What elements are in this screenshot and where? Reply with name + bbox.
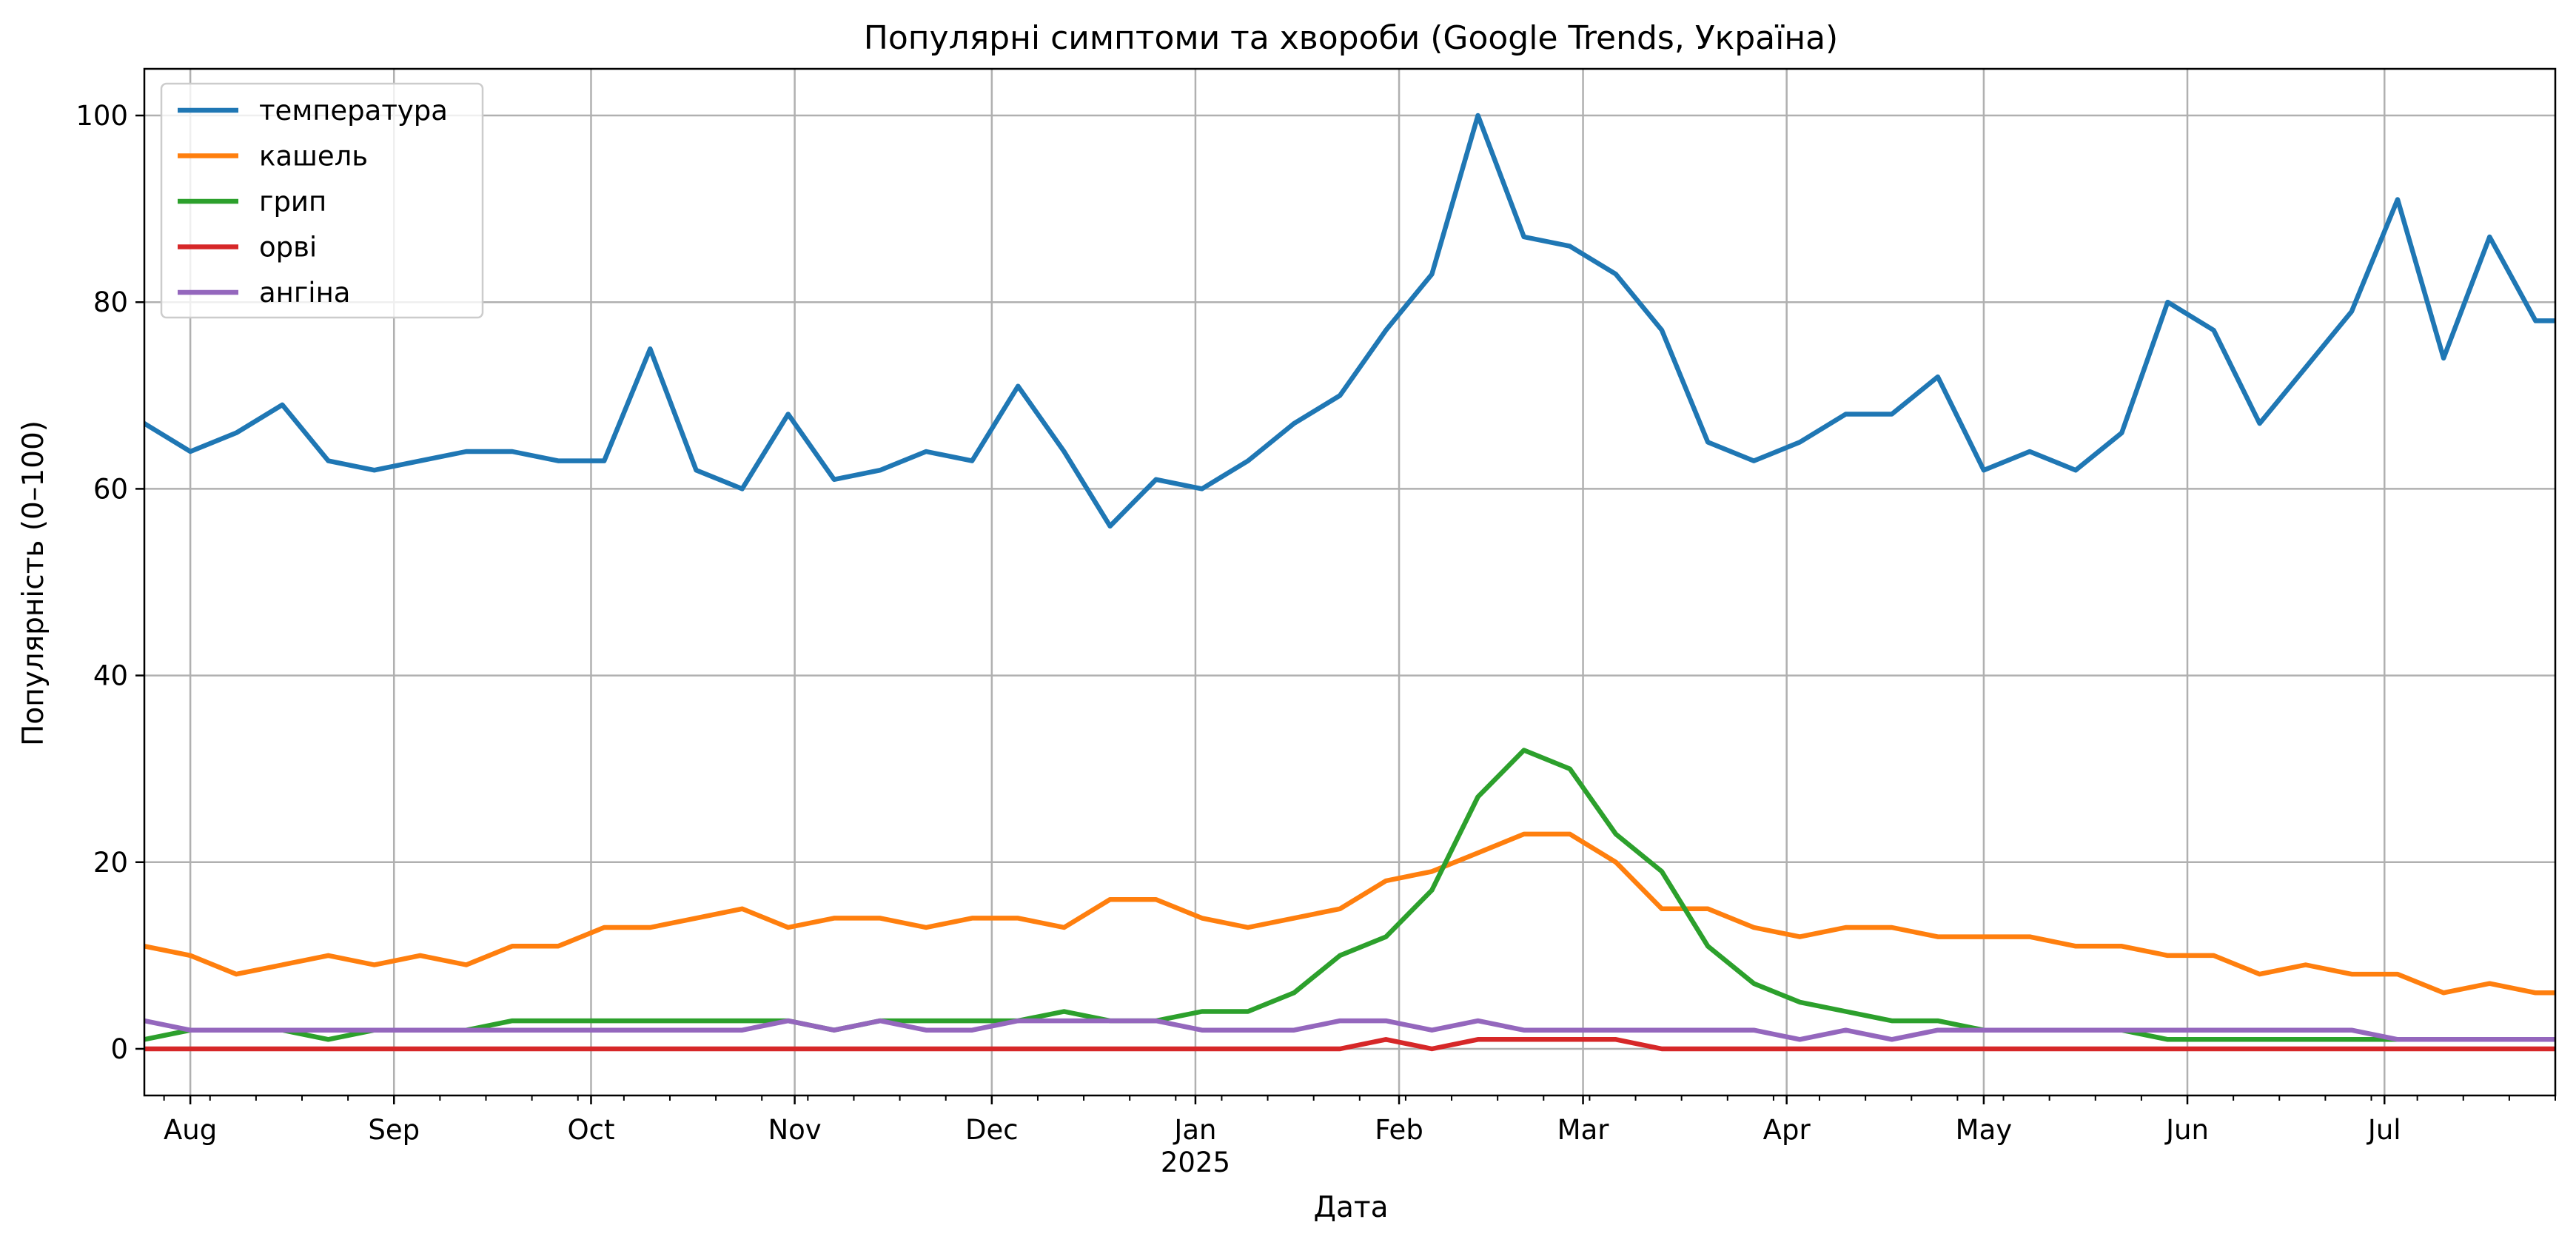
plot-area-frame bbox=[143, 67, 2557, 1097]
y-tick-label: 80 bbox=[93, 286, 128, 318]
x-tick-label: Feb bbox=[1375, 1114, 1423, 1146]
legend-label: температура bbox=[259, 95, 448, 127]
series-line-кашель bbox=[144, 831, 2555, 996]
x-tick-label: Mar bbox=[1557, 1114, 1610, 1146]
y-tick-label: 100 bbox=[76, 100, 128, 132]
x-tick-label: May bbox=[1956, 1114, 2013, 1146]
x-tick-label: Apr bbox=[1763, 1114, 1811, 1146]
legend-label: кашель bbox=[259, 141, 368, 172]
y-axis-label: Популярність (0–100) bbox=[17, 420, 50, 746]
y-tick-label: 60 bbox=[93, 473, 128, 505]
x-tick-label: Jan bbox=[1173, 1114, 1216, 1146]
legend-label: орві bbox=[259, 232, 317, 264]
x-tick-label: Dec bbox=[965, 1114, 1019, 1146]
y-tick-label: 20 bbox=[93, 847, 128, 879]
y-tick-label: 40 bbox=[93, 660, 128, 692]
x-tick-label: Nov bbox=[768, 1114, 821, 1146]
x-tick-sublabel: 2025 bbox=[1161, 1147, 1230, 1178]
y-tick-label: 0 bbox=[110, 1033, 128, 1065]
chart-title: Популярні симптоми та хвороби (Google Tr… bbox=[864, 19, 1838, 57]
x-tick-label: Jun bbox=[2164, 1114, 2209, 1146]
legend-label: ангіна bbox=[259, 277, 350, 309]
legend-box bbox=[160, 82, 484, 319]
series-line-грип bbox=[144, 748, 2555, 1042]
series-line-ангіна bbox=[144, 1018, 2555, 1042]
legend: температура кашель грип орві ангіна bbox=[160, 82, 484, 319]
series-lines bbox=[144, 113, 2555, 1052]
x-axis-label: Дата bbox=[1314, 1191, 1389, 1224]
x-tick-label: Jul bbox=[2367, 1114, 2401, 1146]
x-tick-label: Oct bbox=[567, 1114, 614, 1146]
legend-label: грип bbox=[259, 186, 326, 218]
series-line-температура bbox=[144, 113, 2555, 529]
x-tick-label: Sep bbox=[368, 1114, 420, 1146]
series-line-орві bbox=[144, 1037, 2555, 1052]
x-tick-label: Aug bbox=[164, 1114, 217, 1146]
